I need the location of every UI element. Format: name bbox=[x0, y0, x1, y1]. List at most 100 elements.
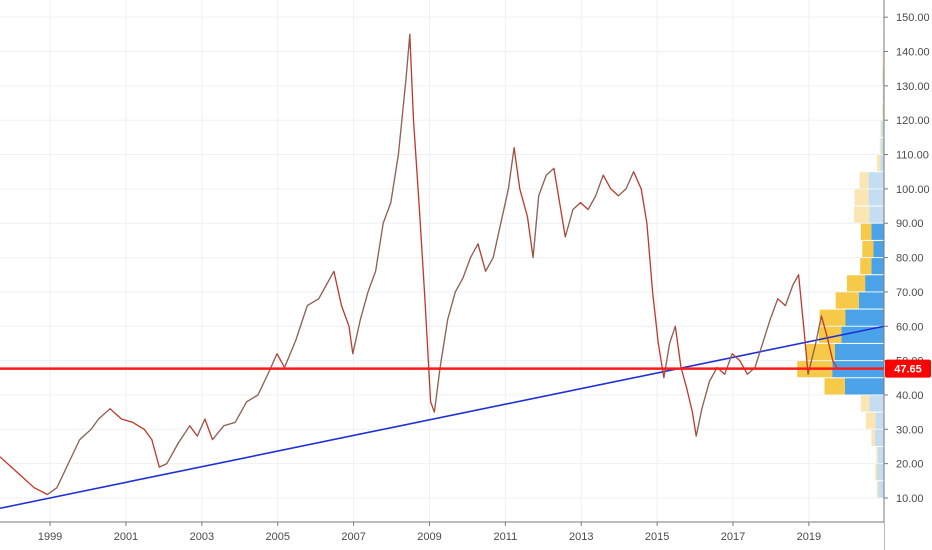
price-segment bbox=[657, 343, 665, 378]
y-tick-label: 40.00 bbox=[896, 390, 924, 402]
volume-profile-down-bar bbox=[869, 395, 884, 412]
volume-profile-down-bar bbox=[881, 137, 884, 155]
price-segment bbox=[424, 298, 432, 402]
x-tick-label: 2013 bbox=[569, 531, 593, 543]
x-tick-label: 2017 bbox=[721, 531, 745, 543]
support-trendline-line[interactable] bbox=[0, 325, 885, 510]
y-tick-labels: 10.0020.0030.0040.0050.0060.0070.0080.00… bbox=[884, 12, 930, 505]
volume-profile bbox=[797, 34, 884, 498]
price-segment bbox=[595, 175, 604, 196]
x-tick-label: 2003 bbox=[190, 531, 214, 543]
price-segment bbox=[477, 243, 487, 272]
price-segment bbox=[284, 339, 297, 368]
volume-profile-down-bar bbox=[881, 120, 884, 137]
price-segment bbox=[348, 326, 354, 354]
time-scale-background[interactable] bbox=[0, 522, 884, 550]
price-segment bbox=[367, 271, 376, 293]
x-tick-label: 2007 bbox=[341, 531, 365, 543]
price-segment bbox=[538, 175, 547, 196]
price-segment bbox=[454, 277, 464, 293]
price-scale-background[interactable] bbox=[884, 0, 932, 550]
y-tick-label: 20.00 bbox=[896, 459, 924, 471]
price-segment bbox=[792, 274, 799, 286]
price-segment bbox=[470, 243, 479, 258]
current-price-label: 47.65 bbox=[894, 364, 922, 376]
volume-profile-up-bar bbox=[860, 395, 870, 412]
price-segment bbox=[692, 412, 697, 437]
price-segment bbox=[318, 284, 327, 299]
price-segment bbox=[532, 195, 540, 258]
y-tick-label: 110.00 bbox=[896, 150, 929, 162]
volume-profile-down-bar bbox=[844, 378, 884, 395]
volume-profile-down-bar bbox=[877, 446, 884, 464]
price-segment bbox=[325, 271, 335, 286]
y-tick-label: 10.00 bbox=[896, 493, 924, 505]
price-segment bbox=[500, 188, 509, 224]
volume-profile-down-bar bbox=[880, 155, 884, 172]
price-segment bbox=[405, 34, 411, 80]
price-segment bbox=[754, 343, 763, 368]
price-segment bbox=[724, 353, 733, 375]
volume-profile-up-bar bbox=[819, 309, 846, 326]
y-tick-label: 90.00 bbox=[896, 218, 924, 230]
volume-profile-down-bar bbox=[874, 429, 884, 446]
support-trendline[interactable] bbox=[0, 325, 885, 510]
volume-profile-down-bar bbox=[873, 240, 884, 258]
price-segment bbox=[223, 422, 236, 427]
volume-profile-up-bar bbox=[853, 206, 870, 223]
price-segment bbox=[166, 442, 179, 464]
volume-profile-up-bar bbox=[882, 52, 884, 69]
price-segment bbox=[674, 326, 682, 368]
price-segment bbox=[546, 167, 555, 176]
price-segment bbox=[11, 466, 24, 478]
volume-profile-up-bar bbox=[860, 223, 872, 240]
price-segment bbox=[769, 298, 779, 320]
price-segment bbox=[485, 257, 494, 272]
volume-profile-up-bar bbox=[806, 343, 835, 361]
x-tick-label: 2011 bbox=[494, 531, 518, 543]
y-tick-label: 120.00 bbox=[896, 115, 930, 127]
current-price-badge bbox=[885, 359, 931, 378]
volume-profile-up-bar bbox=[859, 172, 869, 189]
volume-profile-up-bar bbox=[854, 189, 869, 206]
price-segment bbox=[0, 456, 12, 468]
x-tick-label: 2009 bbox=[417, 531, 441, 543]
price-segment bbox=[826, 336, 834, 361]
volume-profile-down-bar bbox=[845, 309, 884, 326]
price-segment bbox=[121, 418, 133, 423]
price-segment bbox=[526, 216, 534, 258]
x-tick-label: 2015 bbox=[645, 531, 669, 543]
price-segment bbox=[257, 370, 270, 396]
volume-profile-up-bar bbox=[862, 240, 874, 258]
volume-profile-down-bar bbox=[835, 343, 884, 361]
volume-profile-up-bar bbox=[882, 69, 883, 86]
price-segment bbox=[341, 305, 350, 327]
price-segment bbox=[90, 418, 99, 430]
price-segment bbox=[519, 188, 528, 217]
volume-profile-down-bar bbox=[882, 69, 884, 86]
x-tick-label: 2001 bbox=[114, 531, 138, 543]
price-segment bbox=[610, 188, 619, 197]
price-segment bbox=[832, 360, 837, 368]
volume-profile-down-bar bbox=[882, 103, 884, 120]
y-tick-label: 70.00 bbox=[896, 287, 924, 299]
price-segment bbox=[109, 408, 122, 420]
price-segment bbox=[79, 428, 92, 440]
volume-profile-down-bar bbox=[877, 464, 884, 481]
y-tick-label: 30.00 bbox=[896, 424, 924, 436]
volume-profile-up-bar bbox=[877, 481, 879, 498]
volume-profile-down-bar bbox=[868, 189, 884, 206]
price-segment bbox=[686, 387, 693, 413]
price-segment bbox=[159, 463, 168, 468]
price-segment bbox=[56, 463, 69, 488]
volume-profile-down-bar bbox=[858, 292, 884, 309]
volume-profile-up-bar bbox=[871, 429, 875, 446]
price-segment bbox=[352, 319, 361, 354]
price-segment bbox=[418, 206, 426, 299]
price-segment bbox=[784, 284, 794, 306]
grid-lines bbox=[0, 0, 884, 522]
